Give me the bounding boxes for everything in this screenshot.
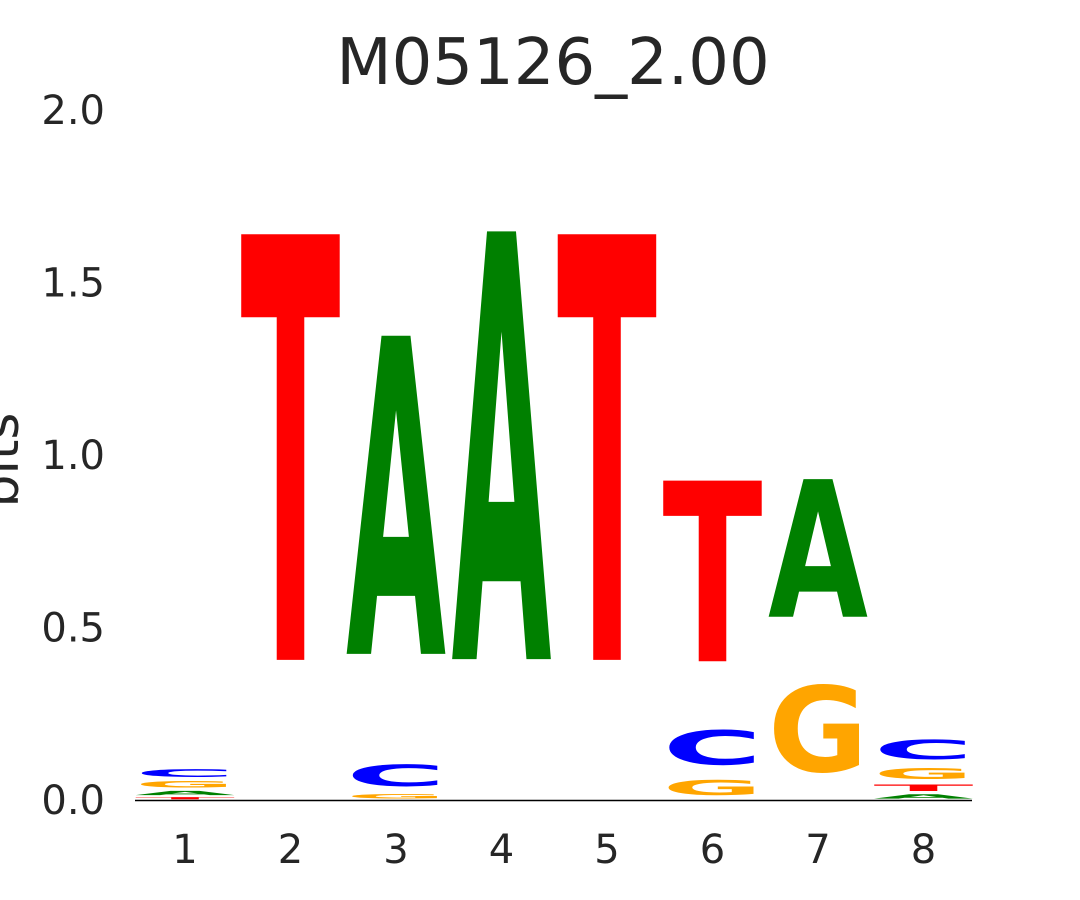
logo-letter-T: T [135, 797, 235, 800]
logo-letter-G: G [768, 663, 868, 800]
logo-letter-A: A [346, 248, 447, 757]
logo-letter-C: C [346, 759, 446, 793]
y-tick-label: 0.0 [41, 778, 105, 824]
y-tick-label: 1.0 [41, 433, 105, 479]
logo-letter-T: T [663, 431, 763, 719]
chart-title: M05126_2.00 [336, 26, 769, 100]
y-tick-label: 1.5 [41, 261, 105, 307]
logo-letter-C: C [135, 767, 235, 779]
y-axis-label: bits [0, 413, 31, 508]
logo-letter-A: A [452, 116, 553, 798]
logo-letter-A: A [874, 793, 974, 800]
logo-letter-C: C [874, 735, 974, 766]
logo-letter-T: T [557, 119, 658, 798]
logo-letter-G: G [874, 766, 974, 783]
x-tick-label: 6 [700, 827, 725, 873]
x-tick-label: 7 [805, 827, 830, 873]
x-tick-label: 3 [383, 827, 408, 873]
y-axis-ticks: 0.0 0.5 1.0 1.5 2.0 [41, 88, 105, 824]
y-tick-label: 2.0 [41, 88, 105, 134]
logo-letter-A: A [135, 790, 235, 797]
x-axis-ticks: 1 2 3 4 5 6 7 8 [172, 827, 936, 873]
logo-letter-T: T [874, 783, 974, 793]
x-tick-label: 5 [594, 827, 619, 873]
y-tick-label: 0.5 [41, 606, 105, 652]
logo-letter-A: A [768, 443, 868, 662]
x-tick-label: 1 [172, 827, 197, 873]
logo-letter-C: C [663, 721, 763, 776]
logo-letter-T: T [241, 119, 342, 798]
logo-letter-G: G [346, 793, 446, 800]
logo-letter-G: G [135, 779, 235, 789]
x-tick-label: 4 [489, 827, 514, 873]
logo-letter-G: G [662, 776, 762, 800]
x-tick-label: 2 [278, 827, 303, 873]
x-tick-label: 8 [911, 827, 936, 873]
